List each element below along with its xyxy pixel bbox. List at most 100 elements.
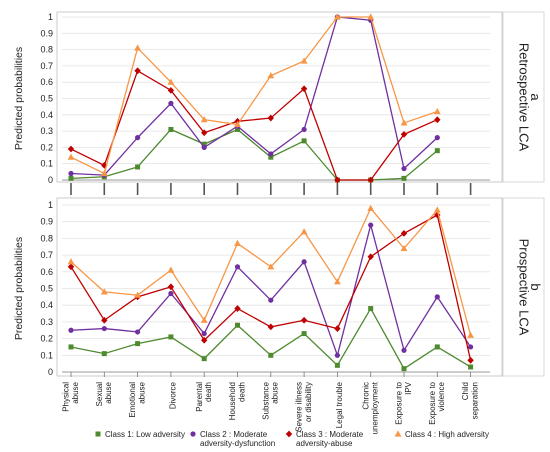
panel-a: 0 0.1 0.2 0.3 0.4 0.5 0.6 0.7 0.8 0.9 1 Predicted p… [13, 11, 545, 195]
y-tick-label: 1 [48, 12, 53, 22]
data-point [434, 116, 441, 124]
data-point [268, 352, 274, 358]
data-point [268, 151, 274, 157]
side-title-box [502, 11, 545, 183]
data-point [433, 206, 441, 213]
data-point [135, 329, 141, 335]
series-line [70, 222, 472, 358]
data-point [400, 244, 408, 252]
data-point [67, 258, 75, 265]
data-point [433, 107, 441, 115]
data-point [401, 175, 407, 181]
data-point [135, 135, 141, 141]
category-label: Divorce [169, 381, 178, 409]
series-3 [67, 211, 474, 364]
legend-marker [95, 431, 101, 437]
data-point [201, 356, 207, 362]
data-point [100, 169, 108, 177]
data-point [334, 325, 341, 332]
data-point [167, 266, 175, 273]
legend-marker [190, 431, 196, 437]
y-tick-label: 0.5 [40, 94, 53, 104]
series-line [70, 128, 438, 181]
data-point [167, 86, 175, 94]
data-point [434, 294, 440, 300]
data-point [234, 239, 241, 247]
data-point [267, 323, 274, 331]
side-title: Retrospective LCA [517, 43, 532, 152]
y-tick-label: 1 [48, 200, 53, 210]
data-point [434, 135, 440, 141]
y-tick-label: 0.1 [40, 350, 53, 360]
category-label: Chronicunemployment [361, 381, 379, 434]
data-point [334, 13, 341, 20]
category-label: Exposure toviolence [428, 381, 446, 424]
category-label: Exposure toIPV [395, 381, 413, 424]
data-point [168, 126, 174, 132]
side-title: Prospective LCA [517, 239, 532, 336]
data-point [167, 78, 175, 85]
y-tick-label: 0.6 [40, 77, 53, 87]
data-point [301, 138, 307, 144]
data-point [201, 129, 208, 137]
category-label: Emotionalabuse [128, 381, 146, 417]
data-point [468, 344, 474, 350]
category-label: Childseparation [461, 382, 479, 419]
legend-label: Class 3 : Moderate adversity-abuse [296, 430, 364, 448]
data-point [267, 263, 275, 270]
data-point [201, 330, 207, 337]
series-4 [67, 13, 441, 177]
category-label: Parentaldeath [195, 382, 213, 412]
series-2 [68, 222, 474, 358]
data-point [201, 141, 207, 147]
y-axis-title: Predicted probabilities [13, 47, 25, 150]
y-tick-label: 0.7 [40, 61, 53, 71]
data-point [235, 322, 240, 328]
category-label: Physicalabuse [62, 381, 80, 411]
data-point [234, 305, 241, 312]
y-tick-label: 0.7 [40, 250, 53, 260]
plot-area-border [56, 11, 503, 183]
data-point [334, 278, 341, 285]
data-point [301, 126, 307, 133]
data-point [68, 344, 74, 350]
y-tick-label: 0.2 [40, 334, 53, 344]
y-tick-label: 0.4 [40, 110, 53, 120]
series-line [70, 69, 438, 181]
data-point [400, 229, 408, 237]
legend-marker [394, 430, 402, 437]
data-point [367, 176, 374, 184]
data-point [168, 290, 174, 297]
panel-label: a [528, 93, 543, 101]
y-tick-label: 0.8 [40, 45, 53, 55]
y-tick-label: 0.3 [40, 126, 53, 136]
data-point [134, 44, 141, 51]
y-tick-label: 0.2 [40, 142, 53, 152]
data-point [268, 154, 274, 160]
category-label: Sexualabuse [95, 381, 113, 406]
y-tick-label: 0.4 [40, 300, 53, 310]
panel-b: 0 0.1 0.2 0.3 0.4 0.5 0.6 0.7 0.8 0.9 1 Predicted p… [13, 197, 545, 434]
category-label: Substanceabuse [261, 381, 279, 419]
data-point [134, 67, 141, 75]
data-point [68, 170, 74, 177]
legend-item: Class 3 : Moderate adversity-abuse [285, 430, 364, 448]
data-point [134, 291, 141, 298]
data-point [401, 165, 407, 172]
data-point [368, 306, 374, 312]
data-point [234, 264, 241, 270]
series-4 [67, 204, 474, 338]
data-point [467, 356, 474, 364]
data-point [468, 364, 474, 370]
data-point [367, 13, 375, 20]
data-point [334, 352, 340, 358]
series-line [70, 16, 438, 175]
legend-marker [285, 430, 293, 438]
y-tick-label: 0 [48, 175, 53, 185]
data-point [334, 362, 340, 368]
category-label: Legal trouble [335, 381, 344, 428]
data-point [368, 222, 374, 228]
data-point [167, 283, 175, 291]
y-tick-label: 0.3 [40, 317, 53, 327]
